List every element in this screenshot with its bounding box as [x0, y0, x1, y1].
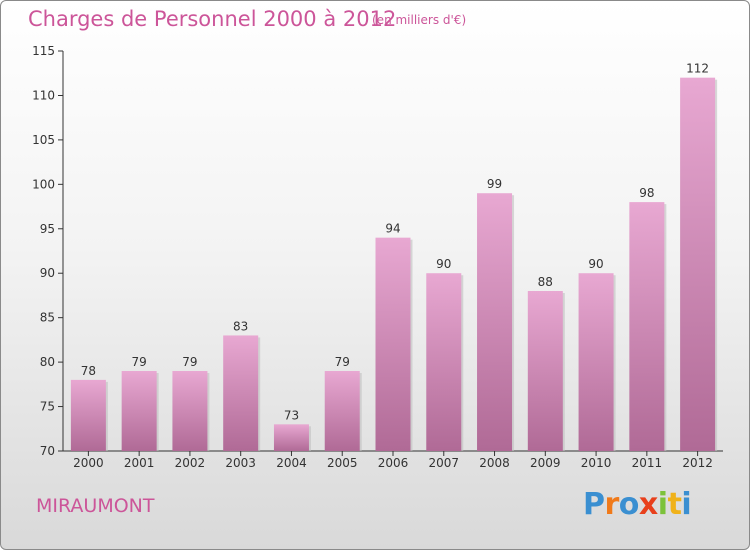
bar-2004	[273, 424, 309, 451]
bar-2007	[426, 273, 462, 451]
logo-letter: i	[657, 487, 668, 522]
bar-2001	[121, 371, 157, 451]
y-tick-label: 105	[32, 133, 55, 147]
x-tick-label: 2012	[682, 456, 713, 470]
x-tick-label: 2008	[479, 456, 510, 470]
x-tick-label: 2009	[530, 456, 561, 470]
bar-2010	[578, 273, 614, 451]
logo-letter: r	[604, 487, 620, 522]
axes: 70 75 80 85 90 95 100 105 110 115	[32, 44, 723, 458]
y-tick-label: 95	[40, 222, 55, 236]
x-tick-label: 2000	[73, 456, 104, 470]
logo-letter: i	[681, 487, 692, 522]
bar-value-label: 90	[588, 257, 603, 271]
x-tick-label: 2006	[378, 456, 409, 470]
bar-value-label: 88	[538, 275, 553, 289]
bar-2011	[629, 202, 665, 451]
y-tick-label: 80	[40, 355, 55, 369]
logo-letter: P	[583, 487, 605, 522]
logo-letter: t	[667, 487, 682, 522]
bar-value-label: 99	[487, 177, 502, 191]
chart-title: Charges de Personnel 2000 à 2012	[28, 7, 397, 31]
y-tick-label: 75	[40, 400, 55, 414]
bar-2012	[680, 77, 716, 452]
x-tick-label: 2007	[428, 456, 459, 470]
bar-value-label: 98	[639, 186, 654, 200]
x-tick-label: 2001	[124, 456, 155, 470]
logo-letter: x	[638, 487, 658, 522]
town-name: MIRAUMONT	[36, 495, 155, 517]
y-tick-label: 85	[40, 311, 55, 325]
bar-value-label: 73	[284, 408, 299, 422]
y-tick-label: 90	[40, 266, 55, 280]
bar-value-label: 79	[132, 355, 147, 369]
bar-value-label: 94	[385, 222, 400, 236]
proxiti-logo: Proxiti	[583, 487, 692, 522]
bar-2000	[70, 379, 106, 451]
bar-value-label: 112	[686, 62, 709, 76]
x-tick-label: 2003	[225, 456, 256, 470]
x-tick-label: 2010	[581, 456, 612, 470]
logo-letter: o	[618, 487, 640, 522]
y-tick-label: 70	[40, 444, 55, 458]
y-tick-label: 110	[32, 88, 55, 102]
bar-2008	[477, 193, 513, 451]
bar-2006	[375, 237, 411, 451]
bar-value-label: 90	[436, 257, 451, 271]
bar-value-label: 78	[81, 364, 96, 378]
bars-group	[70, 77, 718, 452]
bar-value-label: 83	[233, 319, 248, 333]
x-tick-label: 2002	[175, 456, 206, 470]
bar-2003	[223, 335, 259, 451]
bar-2002	[172, 371, 208, 451]
x-tick-label: 2005	[327, 456, 358, 470]
bar-value-label: 79	[182, 355, 197, 369]
y-tick-label: 100	[32, 177, 55, 191]
y-tick-label: 115	[32, 44, 55, 58]
x-tick-label: 2004	[276, 456, 307, 470]
bar-2005	[324, 371, 360, 451]
x-tick-label: 2011	[632, 456, 663, 470]
labels-group: 2000 78 2001 79 2002 79 2003 83 2004 73 2005 79 2006…	[73, 62, 713, 470]
bar-2009	[527, 291, 563, 451]
bar-value-label: 79	[335, 355, 350, 369]
chart-subtitle: (en milliers d'€)	[372, 13, 467, 27]
